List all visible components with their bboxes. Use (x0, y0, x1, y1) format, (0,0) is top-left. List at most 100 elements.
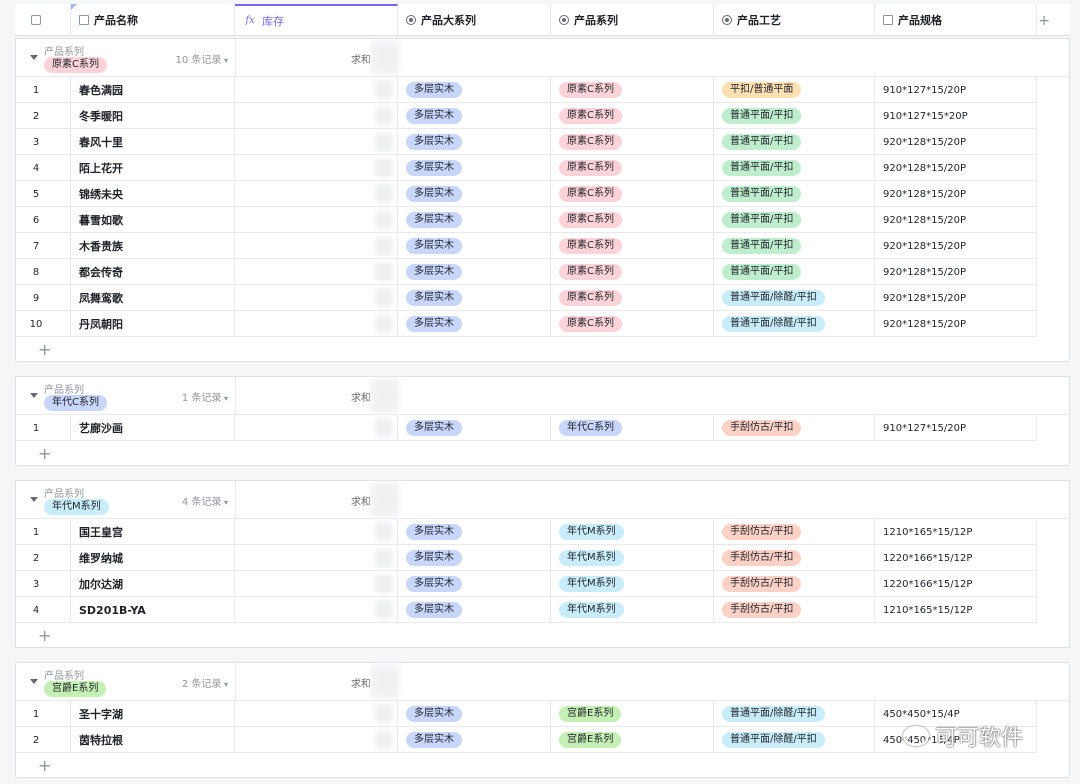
stock-cell[interactable] (235, 129, 398, 155)
major-series-cell[interactable]: 多层实木 (398, 207, 551, 233)
series-cell[interactable]: 年代C系列 (551, 415, 714, 441)
stock-cell[interactable] (235, 155, 398, 181)
sum-label[interactable]: 求和 (351, 497, 371, 508)
product-name-cell[interactable]: 维罗纳城 (71, 545, 235, 571)
spec-cell[interactable]: 450*450*15/4P (875, 701, 1037, 727)
major-series-cell[interactable]: 多层实木 (398, 77, 551, 103)
spec-cell[interactable]: 920*128*15/20P (875, 207, 1037, 233)
spec-cell[interactable]: 910*127*15*20P (875, 103, 1037, 129)
major-series-cell[interactable]: 多层实木 (398, 519, 551, 545)
product-name-cell[interactable]: 木香贵族 (71, 233, 235, 259)
column-header-name[interactable]: 产品名称 (71, 4, 235, 36)
stock-cell[interactable] (235, 103, 398, 129)
product-name-cell[interactable]: SD201B-YA (71, 597, 235, 623)
product-name-cell[interactable]: 暮雪如歌 (71, 207, 235, 233)
series-cell[interactable]: 原素C系列 (551, 233, 714, 259)
major-series-cell[interactable]: 多层实木 (398, 727, 551, 753)
product-name-cell[interactable]: 春色满园 (71, 77, 235, 103)
spec-cell[interactable]: 1220*166*15/12P (875, 545, 1037, 571)
add-row-button[interactable]: + (38, 443, 52, 463)
product-name-cell[interactable]: 春风十里 (71, 129, 235, 155)
stock-cell[interactable] (235, 233, 398, 259)
craft-cell[interactable]: 普通平面/平扣 (714, 155, 875, 181)
table-row[interactable]: 3 加尔达湖 多层实木 年代M系列 手刮仿古/平扣 1220*166*15/12P (16, 571, 1037, 597)
spec-cell[interactable]: 910*127*15/20P (875, 77, 1037, 103)
major-series-cell[interactable]: 多层实木 (398, 545, 551, 571)
series-cell[interactable]: 原素C系列 (551, 181, 714, 207)
series-cell[interactable]: 原素C系列 (551, 129, 714, 155)
sum-label[interactable]: 求和 (351, 679, 371, 690)
product-name-cell[interactable]: 圣十字湖 (71, 701, 235, 727)
craft-cell[interactable]: 手刮仿古/平扣 (714, 519, 875, 545)
spec-cell[interactable]: 1210*165*15/12P (875, 519, 1037, 545)
spec-cell[interactable]: 920*128*15/20P (875, 181, 1037, 207)
series-cell[interactable]: 原素C系列 (551, 259, 714, 285)
group-record-count[interactable]: 2 条记录 (166, 675, 228, 690)
table-row[interactable]: 2 维罗纳城 多层实木 年代M系列 手刮仿古/平扣 1220*166*15/12P (16, 545, 1037, 571)
product-name-cell[interactable]: 都会传奇 (71, 259, 235, 285)
product-name-cell[interactable]: 丹凤朝阳 (71, 311, 235, 337)
table-row[interactable]: 2 茵特拉根 多层实木 宫爵E系列 普通平面/除醛/平扣 450*450*15/4P (16, 727, 1037, 753)
series-cell[interactable]: 原素C系列 (551, 285, 714, 311)
stock-cell[interactable] (235, 259, 398, 285)
product-name-cell[interactable]: 茵特拉根 (71, 727, 235, 753)
stock-cell[interactable] (235, 181, 398, 207)
craft-cell[interactable]: 普通平面/平扣 (714, 259, 875, 285)
spec-cell[interactable]: 920*128*15/20P (875, 259, 1037, 285)
table-row[interactable]: 9 凤舞鸾歌 多层实木 原素C系列 普通平面/除醛/平扣 920*128*15/20P (16, 285, 1037, 311)
collapse-arrow-icon[interactable] (30, 393, 38, 398)
craft-cell[interactable]: 普通平面/平扣 (714, 181, 875, 207)
table-row[interactable]: 1 艺廊沙画 多层实木 年代C系列 手刮仿古/平扣 910*127*15/20P (16, 415, 1037, 441)
column-header-spec[interactable]: 产品规格 (875, 4, 1037, 36)
craft-cell[interactable]: 普通平面/平扣 (714, 207, 875, 233)
series-cell[interactable]: 年代M系列 (551, 571, 714, 597)
table-row[interactable]: 7 木香贵族 多层实木 原素C系列 普通平面/平扣 920*128*15/20P (16, 233, 1037, 259)
stock-cell[interactable] (235, 415, 398, 441)
column-header-series[interactable]: 产品系列 (551, 4, 714, 36)
stock-cell[interactable] (235, 519, 398, 545)
spec-cell[interactable]: 920*128*15/20P (875, 129, 1037, 155)
major-series-cell[interactable]: 多层实木 (398, 597, 551, 623)
major-series-cell[interactable]: 多层实木 (398, 285, 551, 311)
spec-cell[interactable]: 1210*165*15/12P (875, 597, 1037, 623)
major-series-cell[interactable]: 多层实木 (398, 701, 551, 727)
select-all-checkbox[interactable] (31, 15, 41, 25)
collapse-arrow-icon[interactable] (30, 497, 38, 502)
series-cell[interactable]: 宫爵E系列 (551, 701, 714, 727)
column-header-major-series[interactable]: 产品大系列 (398, 4, 551, 36)
series-cell[interactable]: 原素C系列 (551, 155, 714, 181)
table-row[interactable]: 2 冬季暖阳 多层实木 原素C系列 普通平面/平扣 910*127*15*20P (16, 103, 1037, 129)
product-name-cell[interactable]: 冬季暖阳 (71, 103, 235, 129)
stock-cell[interactable] (235, 701, 398, 727)
spec-cell[interactable]: 920*128*15/20P (875, 155, 1037, 181)
stock-cell[interactable] (235, 597, 398, 623)
craft-cell[interactable]: 普通平面/除醛/平扣 (714, 701, 875, 727)
spec-cell[interactable]: 920*128*15/20P (875, 285, 1037, 311)
collapse-arrow-icon[interactable] (30, 55, 38, 60)
group-record-count[interactable]: 4 条记录 (166, 493, 228, 508)
table-row[interactable]: 4 陌上花开 多层实木 原素C系列 普通平面/平扣 920*128*15/20P (16, 155, 1037, 181)
stock-cell[interactable] (235, 77, 398, 103)
table-row[interactable]: 6 暮雪如歌 多层实木 原素C系列 普通平面/平扣 920*128*15/20P (16, 207, 1037, 233)
series-cell[interactable]: 原素C系列 (551, 103, 714, 129)
stock-cell[interactable] (235, 545, 398, 571)
column-header-craft[interactable]: 产品工艺 (714, 4, 875, 36)
series-cell[interactable]: 年代M系列 (551, 597, 714, 623)
group-record-count[interactable]: 10 条记录 (166, 51, 228, 66)
table-row[interactable]: 1 圣十字湖 多层实木 宫爵E系列 普通平面/除醛/平扣 450*450*15/4P (16, 701, 1037, 727)
stock-cell[interactable] (235, 311, 398, 337)
add-row-button[interactable]: + (38, 339, 52, 359)
major-series-cell[interactable]: 多层实木 (398, 103, 551, 129)
craft-cell[interactable]: 普通平面/平扣 (714, 103, 875, 129)
product-name-cell[interactable]: 加尔达湖 (71, 571, 235, 597)
major-series-cell[interactable]: 多层实木 (398, 155, 551, 181)
product-name-cell[interactable]: 国王皇宫 (71, 519, 235, 545)
product-name-cell[interactable]: 锦绣未央 (71, 181, 235, 207)
major-series-cell[interactable]: 多层实木 (398, 415, 551, 441)
add-column-button[interactable]: + (1038, 13, 1050, 29)
major-series-cell[interactable]: 多层实木 (398, 129, 551, 155)
series-cell[interactable]: 宫爵E系列 (551, 727, 714, 753)
table-row[interactable]: 5 锦绣未央 多层实木 原素C系列 普通平面/平扣 920*128*15/20P (16, 181, 1037, 207)
craft-cell[interactable]: 普通平面/平扣 (714, 233, 875, 259)
sum-label[interactable]: 求和 (351, 393, 371, 404)
